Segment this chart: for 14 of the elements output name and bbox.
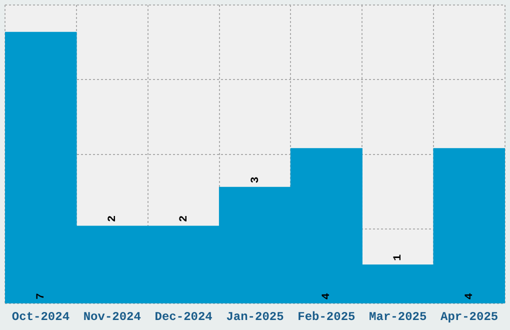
x-tick-label: Jan-2025 [226, 310, 284, 324]
data-label: 2 [106, 215, 119, 222]
data-label: 2 [178, 215, 190, 222]
data-label: 7 [35, 292, 48, 300]
x-tick-label: Nov-2024 [83, 310, 141, 324]
x-tick-label: Apr-2025 [440, 310, 498, 324]
data-label: 4 [321, 292, 334, 300]
data-label: 1 [392, 254, 405, 261]
data-label: 4 [464, 292, 476, 300]
x-tick-label: Mar-2025 [369, 310, 427, 324]
x-tick-label: Oct-2024 [12, 310, 70, 324]
x-tick-label: Feb-2025 [298, 310, 356, 324]
x-tick-label: Dec-2024 [154, 310, 212, 324]
data-label: 3 [250, 176, 262, 184]
